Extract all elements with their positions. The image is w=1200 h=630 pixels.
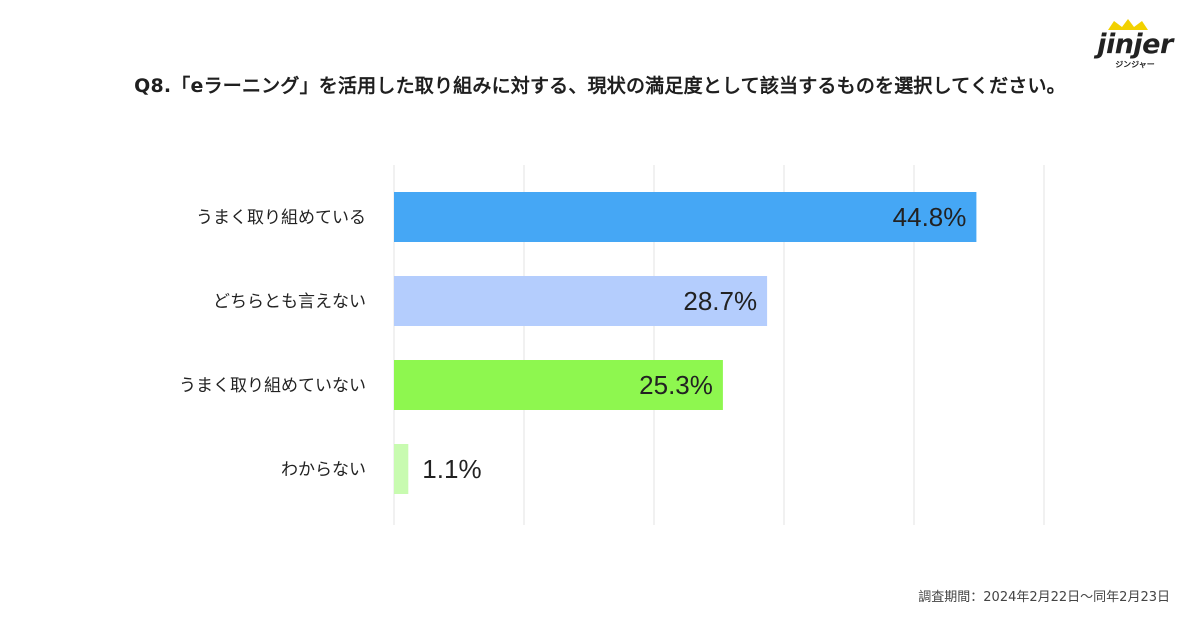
value-label: 25.3%	[639, 370, 713, 400]
category-label: わからない	[281, 460, 366, 480]
category-label: うまく取り組めている	[196, 208, 366, 228]
bar	[394, 444, 409, 494]
category-label: うまく取り組めていない	[179, 376, 366, 396]
bar	[394, 192, 977, 242]
jinjer-logo: jinjer ジンジャー	[1092, 18, 1178, 70]
crown-icon	[1108, 19, 1148, 30]
bar	[394, 276, 768, 326]
value-label: 1.1%	[422, 454, 481, 484]
logo-wordmark: jinjer	[1097, 29, 1173, 60]
logo-subtitle: ジンジャー	[1115, 60, 1155, 69]
value-label: 44.8%	[893, 202, 967, 232]
value-label: 28.7%	[683, 286, 757, 316]
chart-title: Q8.「eラーニング」を活用した取り組みに対する、現状の満足度として該当するもの…	[134, 75, 1066, 97]
bar	[394, 360, 723, 410]
labels: うまく取り組めている 44.8% どちらとも言えない 28.7% うまく取り組めていない…	[179, 202, 966, 484]
survey-period-note: 調査期間：2024年2月22日〜同年2月23日	[918, 590, 1170, 605]
category-label: どちらとも言えない	[213, 292, 366, 312]
bars	[394, 192, 977, 494]
